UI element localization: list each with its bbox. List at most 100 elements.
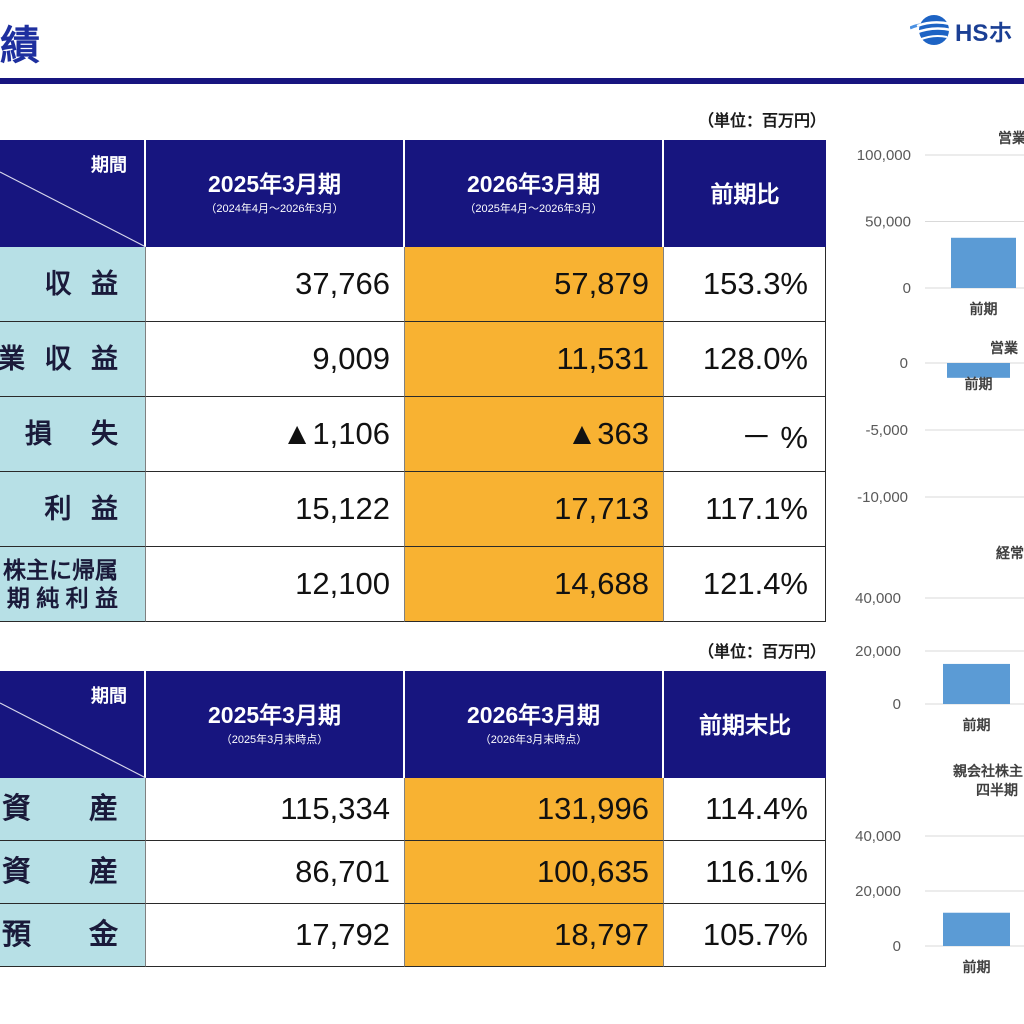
bar (943, 663, 1010, 704)
y-tick-label: 0 (900, 355, 908, 372)
column-title: 前期末比 (699, 711, 791, 738)
value-prev: 9,009 (146, 322, 405, 397)
y-tick-label: -10,000 (857, 489, 908, 506)
row-label: 利 益 (44, 494, 124, 524)
value-prev: 115,334 (146, 778, 405, 841)
diagonal-divider (0, 702, 146, 778)
column-header-prev: 2025年3月期 （2024年4月～2026年3月） (146, 140, 405, 247)
column-title: 2025年3月期 (208, 171, 341, 197)
mini-bar-chart: 営業 0 -5,000 -10,000 前期 (857, 340, 1024, 506)
chart-title: 営業 (998, 130, 1024, 146)
chart-area: 営業100,00050,0000前期営業0-5,000-10,000前期経常40… (855, 130, 1024, 975)
y-tick-label: 50,000 (865, 214, 911, 231)
page-title: 績 (0, 24, 40, 68)
company-logo: HSホ (910, 13, 1012, 47)
period-label: 期間 (91, 686, 127, 706)
row-label-line2: 期 純 利 益 (6, 585, 118, 611)
row-label: 損 失 (25, 419, 124, 449)
row-label: 資 産 (1, 793, 118, 825)
row-label: 収 益 (44, 269, 124, 299)
unit-label: （単位：百万円） (697, 644, 826, 661)
row-label: 株主に帰属 (3, 557, 118, 583)
bar (951, 237, 1016, 288)
y-tick-label: 20,000 (855, 883, 901, 900)
category-label: 前期 (965, 376, 993, 392)
value-prev: 86,701 (146, 841, 405, 904)
value-current: 100,635 (405, 841, 664, 904)
value-prev: 17,792 (146, 904, 405, 967)
category-label: 前期 (963, 717, 991, 733)
row-label-cell: 損 失 (0, 397, 146, 472)
y-tick-label: 0 (903, 280, 911, 297)
row-label-cell: 業 収 益 (0, 322, 146, 397)
column-header-current: 2026年3月期 （2026年3月末時点） (405, 671, 664, 778)
column-header-prev: 2025年3月期 （2025年3月末時点） (146, 671, 405, 778)
y-tick-label: -5,000 (865, 422, 908, 439)
period-header-cell: 期間 (0, 671, 146, 778)
value-prev: ▲1,106 (146, 397, 405, 472)
value-prev: 12,100 (146, 547, 405, 622)
row-label: 資 産 (1, 856, 118, 888)
chart-title: 営業 (990, 340, 1019, 356)
value-prev: 37,766 (146, 247, 405, 322)
balance-table: 期間 2025年3月期 （2025年3月末時点） 2026年3月期 （2026年… (0, 671, 826, 967)
value-ratio: 116.1% (664, 841, 826, 904)
value-ratio: 117.1% (664, 472, 826, 547)
column-subtitle: （2025年3月末時点） (220, 734, 329, 746)
row-label-cell: 利 益 (0, 472, 146, 547)
results-table: 期間 2025年3月期 （2024年4月～2026年3月） 2026年3月期 （… (0, 140, 826, 622)
column-header-ratio: 前期比 (664, 140, 826, 247)
value-ratio: 105.7% (664, 904, 826, 967)
value-current: 14,688 (405, 547, 664, 622)
bar (943, 912, 1010, 946)
column-title: 2025年3月期 (208, 702, 341, 728)
chart-title: 親会社株主 (953, 763, 1023, 779)
value-current: 17,713 (405, 472, 664, 547)
category-label: 前期 (970, 301, 998, 317)
column-subtitle: （2026年3月末時点） (479, 734, 588, 746)
column-header-current: 2026年3月期 （2025年4月～2026年3月） (405, 140, 664, 247)
column-subtitle: （2024年4月～2026年3月） (205, 203, 344, 215)
column-header-ratio: 前期末比 (664, 671, 826, 778)
column-title: 前期比 (710, 180, 780, 207)
y-tick-label: 100,000 (857, 147, 911, 164)
value-ratio: 128.0% (664, 322, 826, 397)
value-ratio: 121.4% (664, 547, 826, 622)
row-label-cell: 株主に帰属 期 純 利 益 (0, 547, 146, 622)
mini-bar-chart: 営業 100,000 50,000 0 前期 (857, 130, 1024, 317)
unit-label: （単位：百万円） (697, 113, 826, 130)
diagonal-divider (0, 171, 146, 247)
chart-title: 四半期 (976, 782, 1018, 798)
row-label-cell: 預 金 (0, 904, 146, 967)
column-title: 2026年3月期 (467, 171, 600, 197)
value-ratio: 153.3% (664, 247, 826, 322)
y-tick-label: 40,000 (855, 828, 901, 845)
y-tick-label: 40,000 (855, 590, 901, 607)
bar (947, 363, 1010, 378)
row-label-cell: 資 産 (0, 778, 146, 841)
chart-title: 経常 (996, 545, 1024, 561)
period-label: 期間 (91, 155, 127, 175)
value-prev: 15,122 (146, 472, 405, 547)
value-current: 18,797 (405, 904, 664, 967)
y-tick-label: 0 (893, 696, 901, 713)
globe-icon (910, 15, 952, 45)
row-label: 業 収 益 (0, 344, 124, 374)
logo-text: HSホ (955, 19, 1013, 47)
row-label-cell: 資 産 (0, 841, 146, 904)
value-ratio: 114.4% (664, 778, 826, 841)
row-label-cell: 収 益 (0, 247, 146, 322)
value-current: 11,531 (405, 322, 664, 397)
value-current: ▲363 (405, 397, 664, 472)
column-title: 2026年3月期 (467, 702, 600, 728)
period-header-cell: 期間 (0, 140, 146, 247)
y-tick-label: 20,000 (855, 643, 901, 660)
header-rule (0, 78, 1024, 84)
mini-bar-chart: 経常 40,000 20,000 0 前期 (855, 545, 1024, 733)
y-tick-label: 0 (893, 938, 901, 955)
row-label: 預 金 (1, 919, 118, 951)
value-current: 57,879 (405, 247, 664, 322)
column-subtitle: （2025年4月～2026年3月） (464, 203, 603, 215)
value-current: 131,996 (405, 778, 664, 841)
